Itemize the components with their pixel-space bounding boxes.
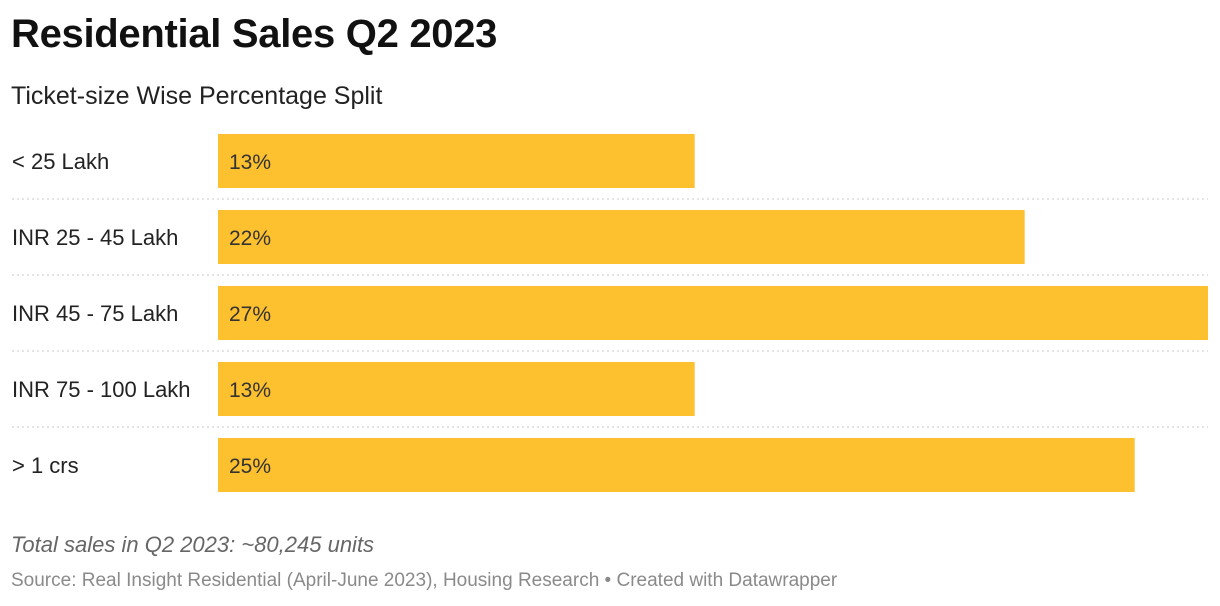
- category-label: < 25 Lakh: [12, 149, 109, 174]
- category-label: > 1 crs: [12, 453, 79, 478]
- chart-title: Residential Sales Q2 2023: [11, 12, 498, 56]
- bar-value-label: 22%: [229, 227, 271, 250]
- bar: [218, 210, 1025, 264]
- source-text: Real Insight Residential (April-June 202…: [81, 570, 600, 591]
- category-label: INR 45 - 75 Lakh: [12, 301, 178, 326]
- chart-footer: Source: Real Insight Residential (April-…: [11, 570, 837, 592]
- chart-note: Total sales in Q2 2023: ~80,245 units: [11, 532, 375, 557]
- source-prefix: Source:: [11, 570, 77, 591]
- bar-value-label: 13%: [229, 379, 271, 402]
- bar-value-label: 25%: [229, 455, 271, 478]
- bar-value-label: 27%: [229, 303, 271, 326]
- credit-separator: •: [604, 570, 612, 591]
- bar: [218, 286, 1208, 340]
- category-label: INR 75 - 100 Lakh: [12, 377, 191, 402]
- bar: [218, 134, 695, 188]
- category-label: INR 25 - 45 Lakh: [12, 225, 178, 250]
- bar-value-label: 13%: [229, 151, 271, 174]
- credit-text: Created with Datawrapper: [616, 570, 838, 591]
- chart-subtitle: Ticket-size Wise Percentage Split: [11, 82, 383, 110]
- bar: [218, 438, 1135, 492]
- bar: [218, 362, 695, 416]
